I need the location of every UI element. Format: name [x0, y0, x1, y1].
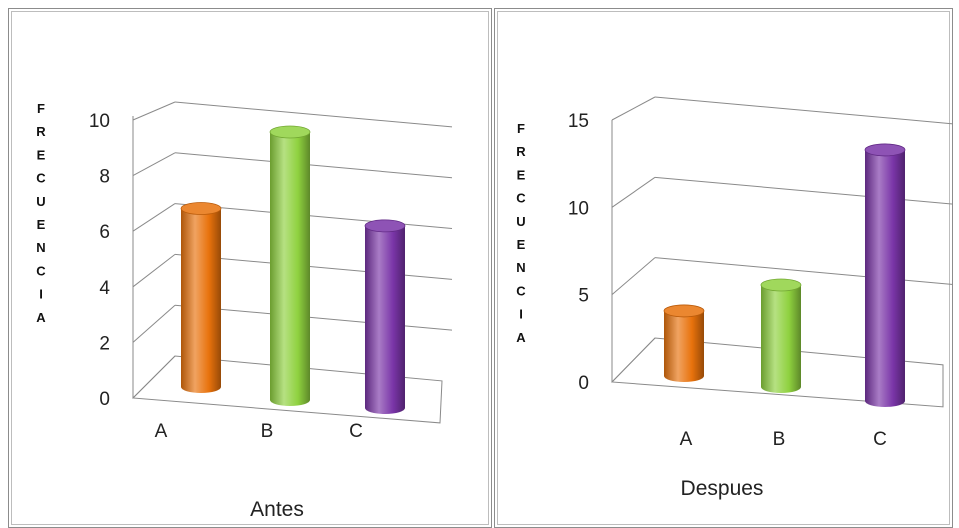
x-category-label: C [873, 429, 887, 450]
chart-despues: 0 5 10 15 A B C Despues F R E C U E N C I A [516, 96, 954, 500]
bar-body [365, 225, 405, 414]
back-gridline [174, 304, 453, 331]
x-category-label: B [773, 429, 786, 450]
chart-floor [610, 337, 944, 408]
side-gridline [132, 254, 176, 288]
bar-top [663, 304, 705, 318]
chart-antes: 0 2 4 6 8 10 A B C Antes F R E C U E N C I A [36, 101, 453, 516]
side-gridline [132, 101, 176, 121]
y-tick-label: 5 [578, 286, 589, 307]
bar-A [180, 202, 222, 393]
back-gridline [654, 257, 954, 285]
chart-floor [131, 355, 443, 424]
y-tick-label: 4 [99, 278, 110, 299]
bar-top [364, 219, 406, 233]
bar-top [760, 278, 802, 292]
back-gridline [654, 96, 954, 125]
y-tick-label: 6 [99, 222, 110, 243]
y-tick-label: 8 [99, 167, 110, 188]
bar-A [663, 304, 705, 382]
side-gridline [611, 96, 656, 121]
side-gridline [132, 203, 176, 232]
x-category-label: B [261, 421, 274, 442]
side-gridline [611, 176, 656, 208]
bar-B [760, 278, 802, 393]
bar-top [864, 143, 906, 157]
bar-B [269, 125, 311, 406]
y-tick-label: 15 [568, 111, 589, 132]
bar-top [269, 125, 311, 139]
bar-body [270, 132, 310, 406]
bar-body [761, 285, 801, 393]
x-axis-title: Antes [250, 498, 304, 516]
side-gridline [132, 304, 176, 343]
y-tick-label: 2 [99, 333, 110, 354]
x-category-label: C [349, 421, 363, 442]
bar-top [180, 202, 222, 215]
bar-body [181, 208, 221, 393]
bar-C [364, 219, 406, 414]
x-category-label: A [680, 429, 693, 450]
bar-body [664, 310, 704, 382]
x-axis-title: Despues [681, 477, 764, 500]
charts-canvas: 0 2 4 6 8 10 A B C Antes F R E C U E N C I A 0 5 10 15 A B C Despu… [36, 96, 954, 516]
side-gridline [611, 257, 656, 296]
back-gridline [174, 101, 453, 128]
side-gridline [132, 152, 176, 177]
back-gridline [654, 176, 954, 205]
back-gridline [174, 253, 453, 280]
bar-C [864, 143, 906, 407]
y-tick-label: 0 [99, 389, 110, 410]
y-tick-label: 0 [578, 373, 589, 394]
x-category-label: A [155, 421, 168, 442]
bar-body [865, 149, 905, 407]
y-tick-label: 10 [89, 111, 110, 132]
y-tick-label: 10 [568, 198, 589, 219]
back-gridline [174, 152, 453, 179]
